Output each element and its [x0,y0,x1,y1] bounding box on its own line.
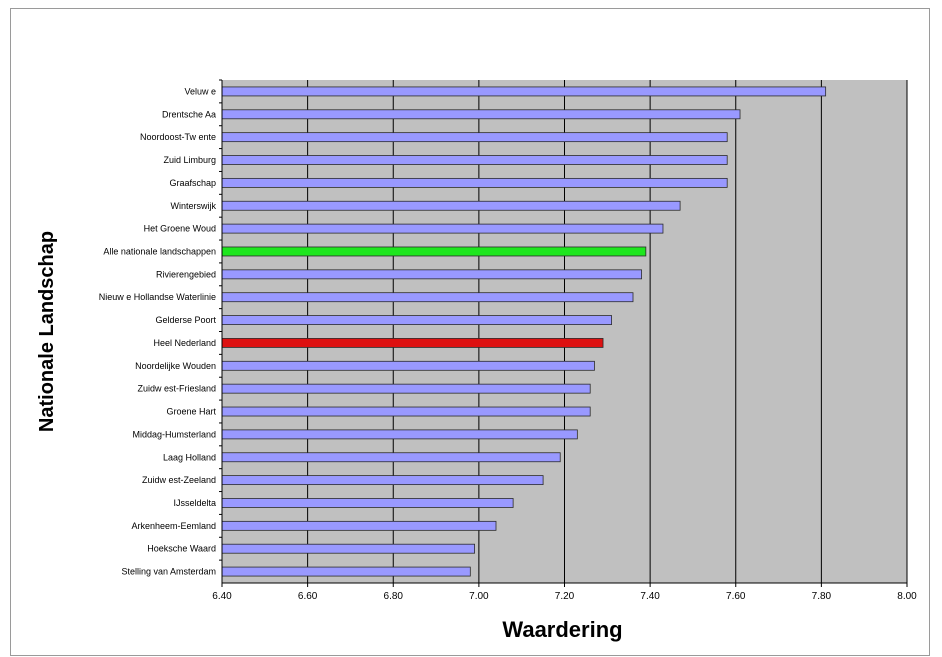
x-tick-label-4: 7.20 [555,591,575,602]
category-label-8: Rivierengebied [156,269,216,279]
bar-15 [221,429,578,440]
bar-14 [221,406,591,417]
bar-9 [221,292,634,303]
bar-1 [221,109,741,120]
category-label-21: Stelling van Amsterdam [121,567,216,577]
bar-13 [221,383,591,394]
bar-11 [221,338,604,348]
category-label-9: Nieuw e Hollandse Waterlinie [99,292,216,302]
category-label-13: Zuidw est-Friesland [137,384,216,394]
x-tick-label-0: 6.40 [212,591,232,602]
category-label-11: Heel Nederland [153,338,216,348]
bar-0 [221,86,827,97]
category-label-12: Noordelijke Wouden [135,361,216,371]
bar-20 [221,543,475,554]
category-label-16: Laag Holland [163,452,216,462]
bar-5 [221,200,681,211]
bar-12 [221,360,595,371]
category-label-5: Winterswijk [170,201,216,211]
bar-3 [221,155,728,165]
bar-6 [221,223,664,234]
category-label-7: Alle nationale landschappen [103,246,216,256]
bar-18 [221,498,514,508]
x-tick-label-8: 8.00 [897,591,917,602]
category-label-3: Zuid Limburg [163,155,216,165]
bar-16 [221,452,561,463]
bar-7 [221,246,647,257]
category-label-2: Noordoost-Tw ente [140,132,216,142]
category-label-6: Het Groene Woud [144,224,216,234]
x-tick-label-5: 7.40 [640,591,660,602]
category-label-10: Gelderse Poort [155,315,216,325]
y-axis-title: Nationale Landschap [36,231,58,432]
category-label-14: Groene Hart [166,407,216,417]
x-tick-label-2: 6.80 [384,591,404,602]
category-label-15: Middag-Humsterland [132,429,216,439]
category-label-18: IJsseldelta [173,498,216,508]
x-axis-title: Waardering [502,617,622,642]
category-label-19: Arkenheem-Eemland [131,521,216,531]
bar-17 [221,475,544,486]
bar-10 [221,315,612,325]
category-label-1: Drentsche Aa [162,109,216,119]
category-label-17: Zuidw est-Zeeland [142,475,216,485]
x-tick-label-1: 6.60 [298,591,318,602]
x-tick-label-3: 7.00 [469,591,489,602]
x-tick-label-7: 7.80 [812,591,832,602]
bar-4 [221,177,728,188]
x-tick-label-6: 7.60 [726,591,746,602]
bar-21 [221,566,471,577]
category-label-0: Veluw e [184,86,216,96]
bar-19 [221,520,497,531]
category-label-4: Graafschap [169,178,216,188]
bar-8 [221,269,642,280]
bar-2 [221,132,728,143]
category-label-20: Hoeksche Waard [147,544,216,554]
